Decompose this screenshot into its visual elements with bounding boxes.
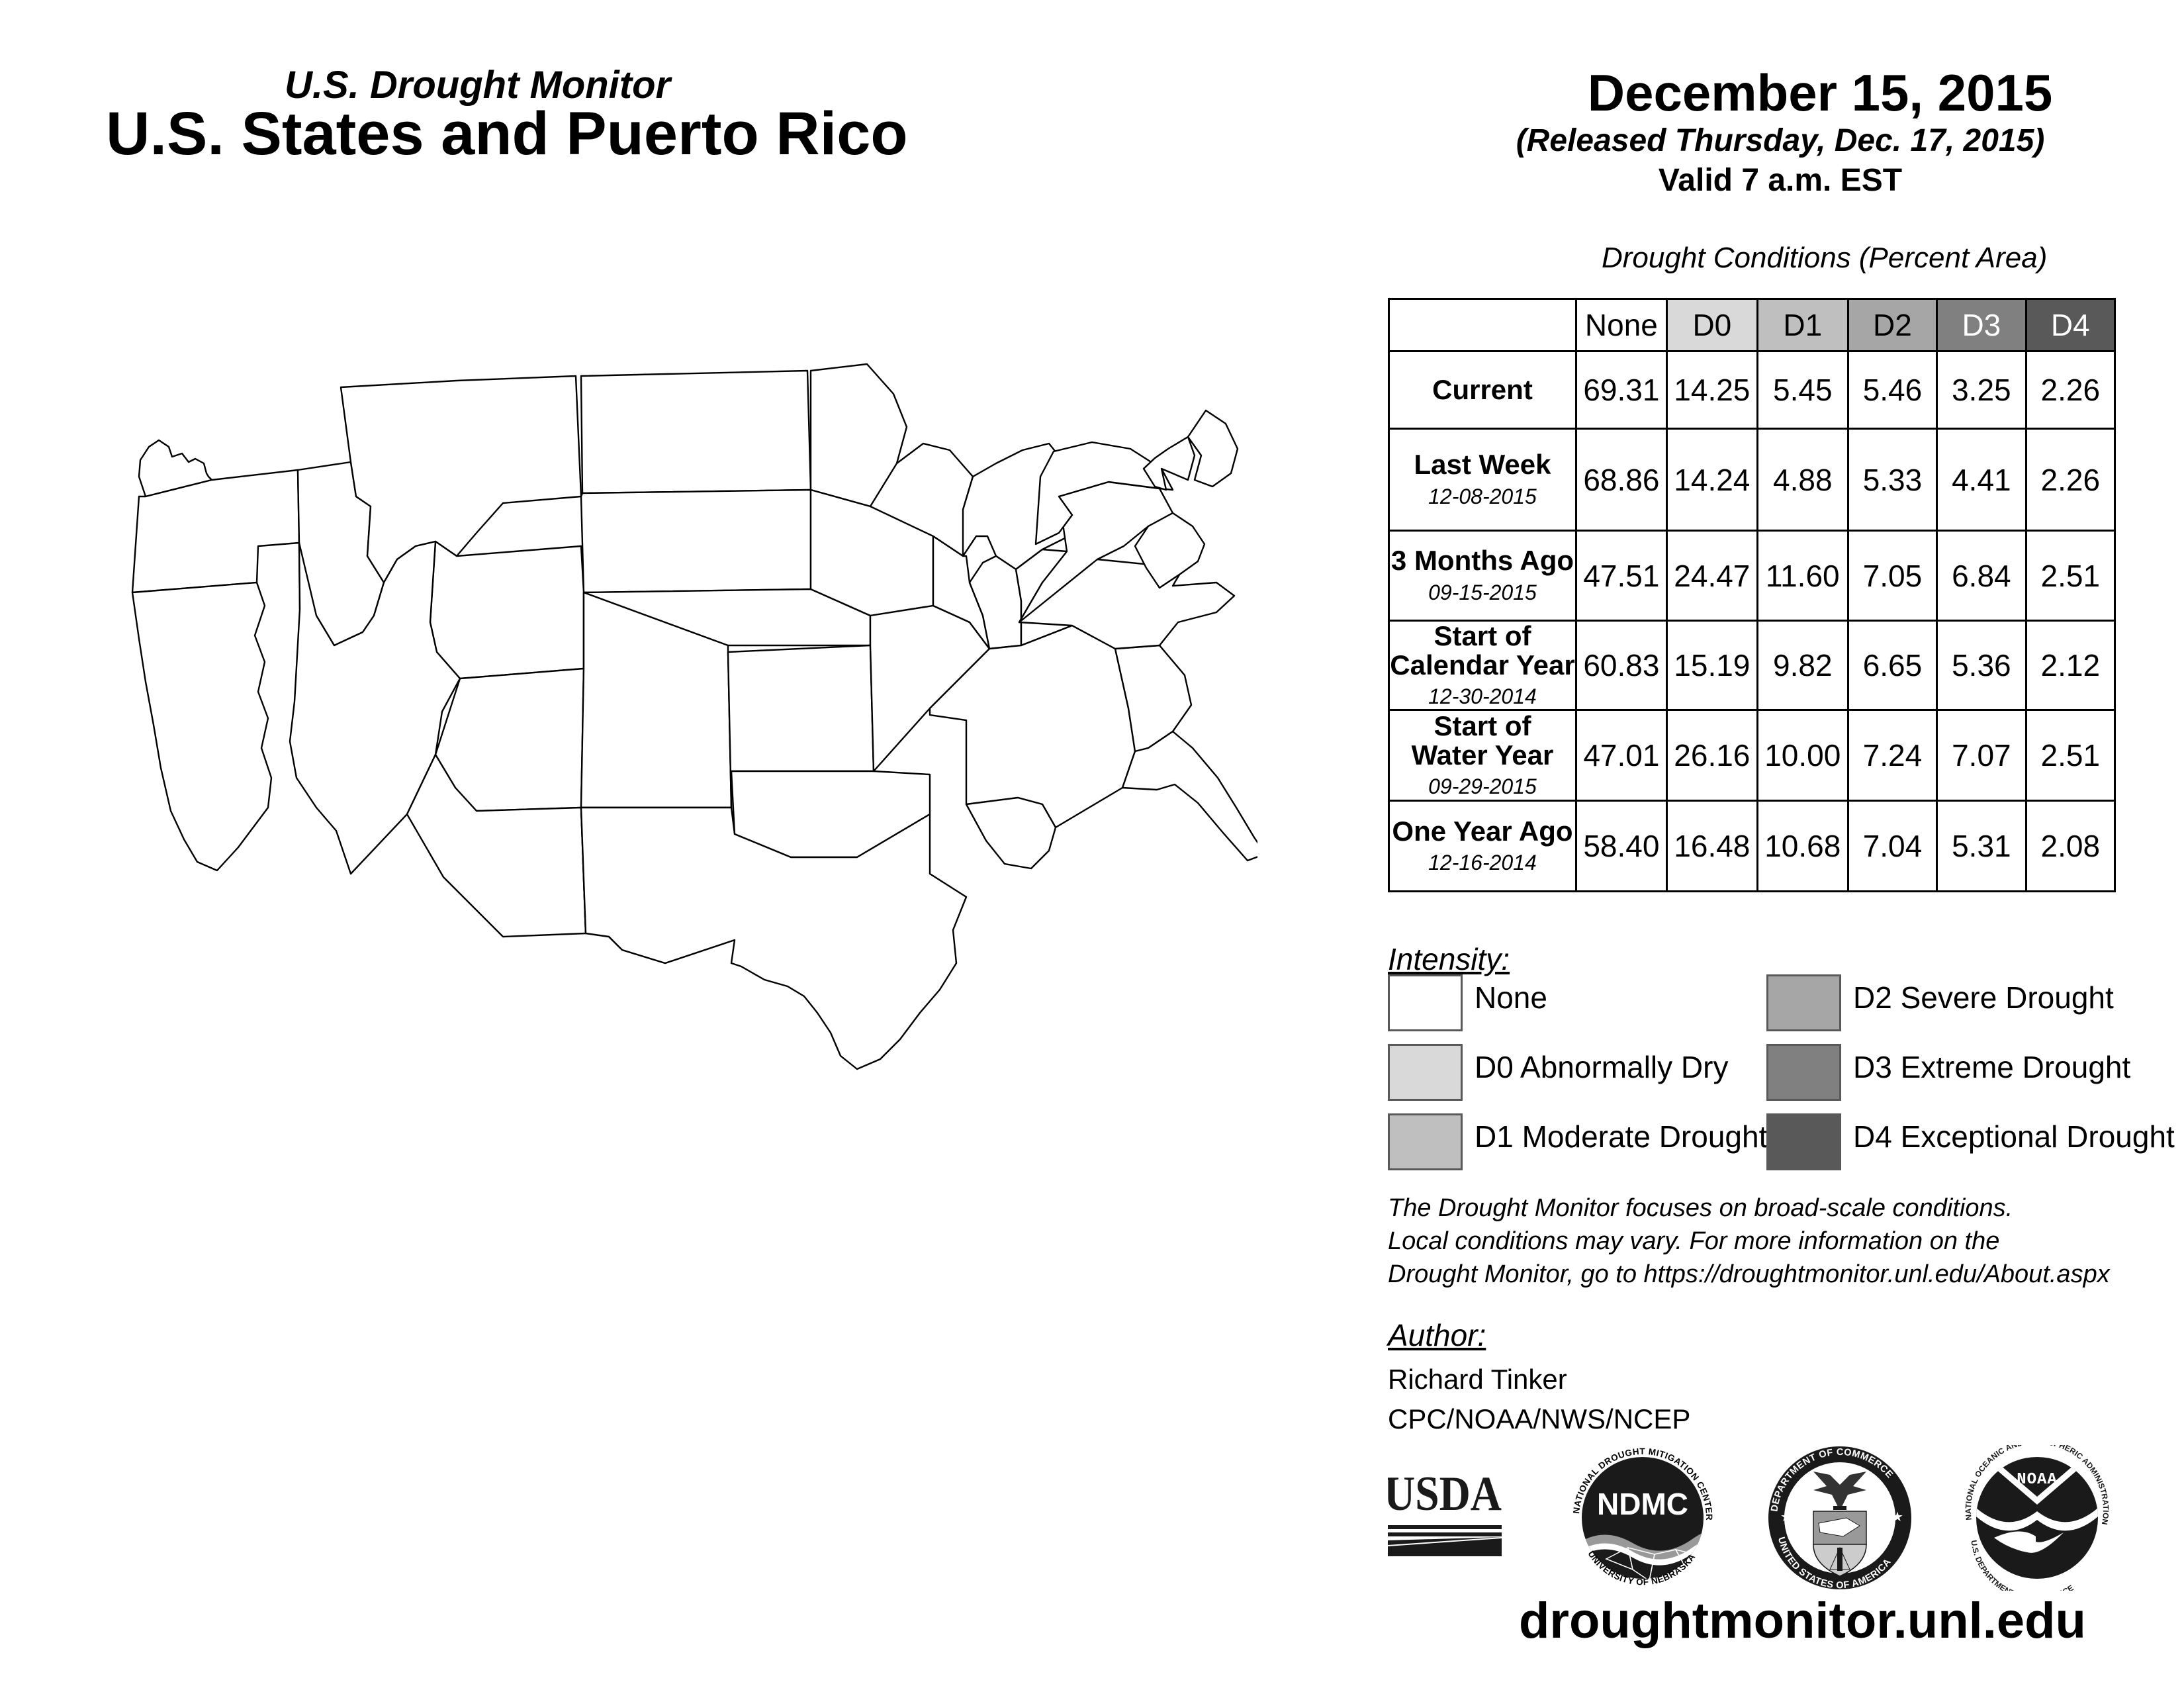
svg-text:★: ★ — [1891, 1510, 1903, 1524]
svg-text:★: ★ — [1780, 1510, 1792, 1524]
svg-text:NOAA: NOAA — [2017, 1471, 2058, 1489]
svg-text:USDA: USDA — [1388, 1467, 1502, 1521]
svg-text:NDMC: NDMC — [1597, 1487, 1688, 1521]
